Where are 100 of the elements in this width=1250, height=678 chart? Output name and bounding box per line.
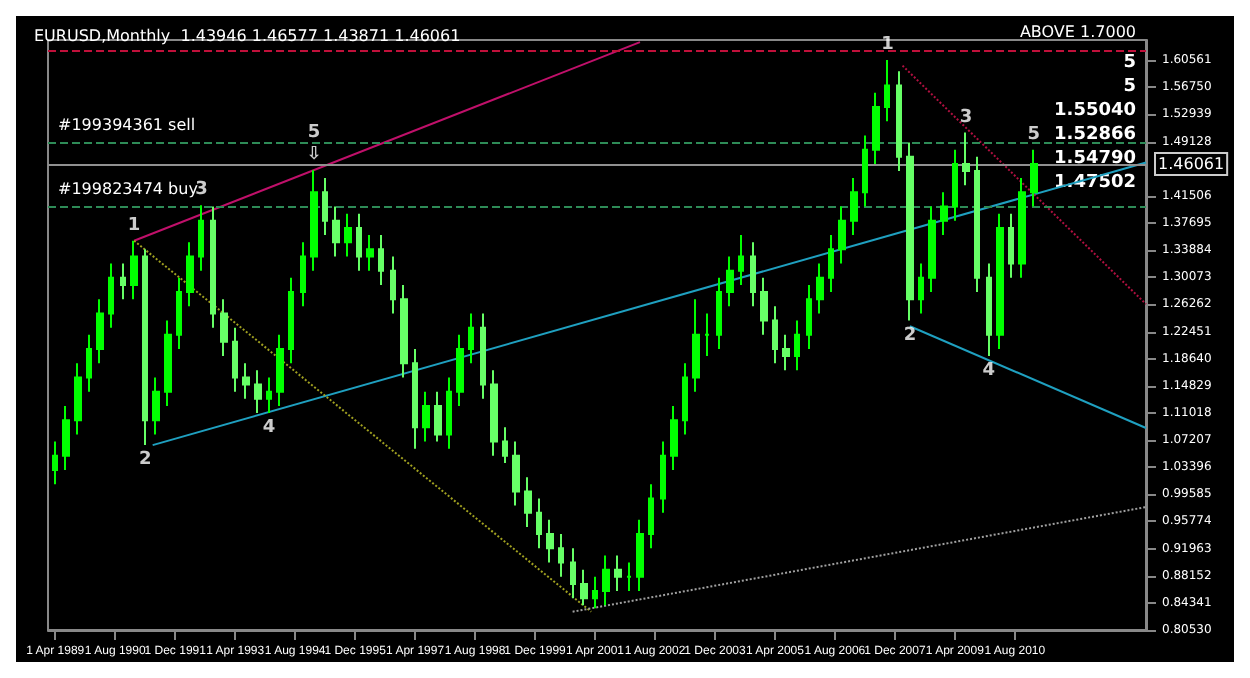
annotation: ⇩ (306, 145, 322, 166)
candlestick (186, 241, 194, 308)
candlestick (952, 148, 958, 222)
candlestick (782, 333, 790, 372)
candlestick (74, 362, 82, 436)
candlestick (120, 262, 126, 301)
candlestick (220, 298, 228, 358)
candlestick (422, 390, 430, 443)
candlestick (142, 248, 148, 447)
candlestick (738, 234, 744, 286)
candlestick (626, 561, 632, 593)
annotation: 1 (127, 215, 141, 236)
candlestick (434, 390, 442, 443)
candlestick (502, 426, 508, 464)
candlestick (940, 191, 948, 237)
candlestick (570, 547, 576, 600)
annotation: 5 (1123, 77, 1137, 97)
candlestick (1018, 177, 1026, 279)
candlestick (456, 333, 464, 407)
candlestick (446, 376, 452, 450)
annotation: 1.52866 (1054, 125, 1137, 145)
candlestick (850, 177, 858, 237)
candlestick (198, 204, 204, 272)
candlestick (918, 262, 924, 315)
candlestick (164, 319, 172, 407)
candlestick (480, 312, 486, 400)
ref-line-label: ABOVE 1.7000 (1019, 22, 1136, 41)
annotation: 4 (262, 418, 276, 439)
candlestick (816, 262, 824, 315)
annotation: 2 (903, 325, 917, 346)
candlestick (254, 369, 262, 415)
candlestick (356, 212, 362, 272)
candlestick (310, 169, 318, 272)
candlestick (400, 283, 408, 379)
candlestick (276, 333, 284, 407)
annotation: 1.54790 (1054, 149, 1137, 169)
candlestick (288, 276, 294, 365)
candlestick (332, 205, 340, 258)
candlestick (52, 440, 58, 486)
candlestick (614, 554, 622, 593)
candlestick (1030, 148, 1038, 208)
candlestick (794, 319, 800, 372)
candlestick (390, 255, 396, 315)
ref-line-label: #199394361 sell (58, 115, 196, 134)
candlestick (592, 575, 598, 610)
candlestick (210, 205, 216, 329)
annotation: 5 (1027, 124, 1040, 145)
candlestick (512, 440, 520, 507)
candlestick (962, 131, 970, 187)
candlestick (750, 241, 756, 308)
candlestick (682, 362, 688, 436)
candlestick (636, 518, 644, 593)
candlestick (884, 58, 890, 123)
candlestick (366, 234, 374, 272)
candlestick (986, 262, 992, 358)
annotation: 3 (195, 180, 208, 201)
candlestick (524, 476, 532, 528)
annotation: 1 (881, 34, 894, 55)
annotation: 5 (307, 123, 321, 144)
annotation: 4 (982, 361, 995, 382)
annotation: 3 (959, 107, 973, 128)
candlestick (558, 533, 564, 578)
candlestick (152, 376, 160, 436)
candlestick (1008, 212, 1014, 279)
candlestick (344, 212, 352, 258)
candlestick (176, 276, 182, 350)
candlestick (266, 376, 272, 415)
candlestick (62, 404, 70, 472)
candlestick (838, 205, 846, 265)
candlestick (96, 298, 104, 365)
candlestick (468, 312, 474, 365)
candlestick (242, 362, 250, 400)
candlestick (648, 483, 654, 550)
candlestick (546, 518, 554, 564)
candlestick (760, 276, 768, 336)
candlestick (322, 177, 328, 237)
candlestick (692, 298, 700, 393)
candlestick (726, 255, 734, 308)
candlestick (772, 305, 778, 365)
annotation: 2 (138, 450, 152, 471)
annotation: 5 (1123, 53, 1137, 73)
candlestick (108, 262, 114, 329)
candlestick (896, 70, 902, 172)
ref-line-label: #199823474 buy (58, 179, 199, 198)
candlestick (580, 568, 588, 607)
candlestick (536, 497, 542, 550)
candlestick (660, 440, 666, 514)
candlestick (872, 91, 880, 165)
candlestick (412, 347, 418, 450)
candlestick (806, 283, 812, 350)
ref-line-label: 1.46061 (1158, 154, 1225, 173)
candlestick (378, 234, 384, 286)
candlestick (862, 134, 868, 208)
candlestick (300, 241, 306, 308)
candlestick (716, 276, 722, 350)
candlestick (906, 141, 914, 322)
chart-title: EURUSD,Monthly 1.43946 1.46577 1.43871 1.46061 (34, 27, 461, 45)
candlestick (704, 312, 710, 358)
candlestick (130, 239, 138, 301)
candlestick (670, 404, 678, 472)
